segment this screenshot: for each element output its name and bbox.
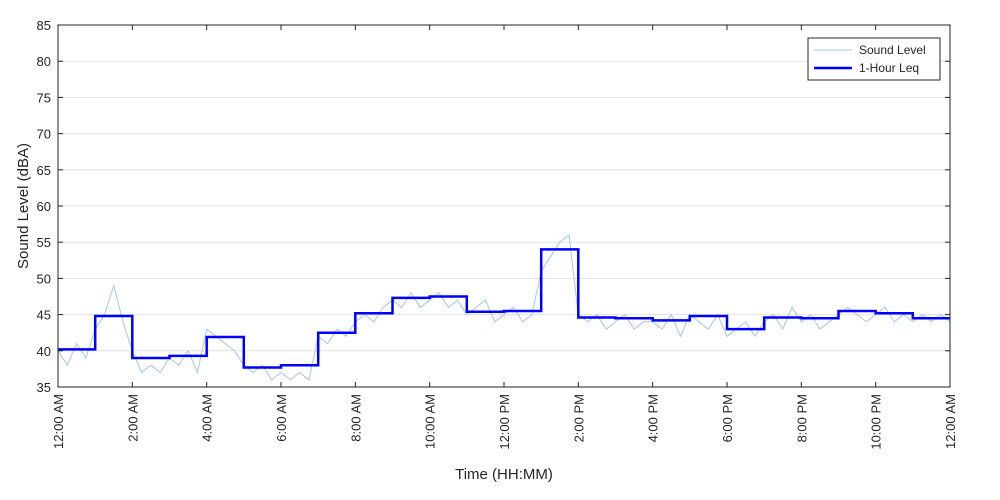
y-axis: 35 40 45 50 55 60 65 70 75 80 85 bbox=[37, 18, 950, 395]
y-tick-label: 45 bbox=[37, 308, 51, 323]
x-tick-label: 4:00 PM bbox=[646, 394, 661, 442]
sound-level-series bbox=[57, 234, 951, 381]
legend-leq-label: 1-Hour Leq bbox=[859, 61, 919, 75]
x-tick-label: 12:00 PM bbox=[497, 394, 512, 450]
x-tick-label: 12:00 AM bbox=[51, 394, 66, 449]
x-tick-label: 6:00 PM bbox=[720, 394, 735, 442]
x-tick-label: 2:00 PM bbox=[571, 394, 586, 442]
x-tick-label: 8:00 AM bbox=[348, 394, 363, 442]
y-tick-label: 35 bbox=[37, 380, 51, 395]
y-axis-title: Sound Level (dBA) bbox=[15, 143, 32, 269]
legend-box bbox=[807, 37, 941, 81]
x-axis: 12:00 AM 2:00 AM 4:00 AM 6:00 AM 8:00 AM 10:0… bbox=[51, 25, 958, 450]
legend-sound-level-label: Sound Level bbox=[859, 43, 926, 57]
y-tick-label: 60 bbox=[37, 199, 51, 214]
y-tick-label: 75 bbox=[37, 90, 51, 105]
y-tick-label: 65 bbox=[37, 163, 51, 178]
x-tick-label: 10:00 PM bbox=[869, 394, 884, 450]
x-tick-label: 4:00 AM bbox=[200, 394, 215, 442]
y-tick-label: 85 bbox=[37, 18, 51, 33]
x-tick-label: 12:00 AM bbox=[943, 394, 958, 449]
x-tick-label: 2:00 AM bbox=[125, 394, 140, 442]
y-tick-label: 50 bbox=[37, 271, 51, 286]
x-tick-label: 8:00 PM bbox=[794, 394, 809, 442]
x-axis-title: Time (HH:MM) bbox=[455, 466, 553, 483]
y-tick-label: 80 bbox=[37, 54, 51, 69]
y-tick-label: 55 bbox=[37, 235, 51, 250]
y-tick-label: 70 bbox=[37, 127, 51, 142]
x-tick-label: 10:00 AM bbox=[423, 394, 438, 449]
legend: Sound Level 1-Hour Leq bbox=[807, 37, 941, 81]
leq-step-line bbox=[58, 248, 950, 369]
sound-level-line bbox=[57, 234, 951, 381]
leq-series bbox=[58, 248, 950, 369]
y-tick-label: 40 bbox=[37, 344, 51, 359]
x-tick-label: 6:00 AM bbox=[274, 394, 289, 442]
